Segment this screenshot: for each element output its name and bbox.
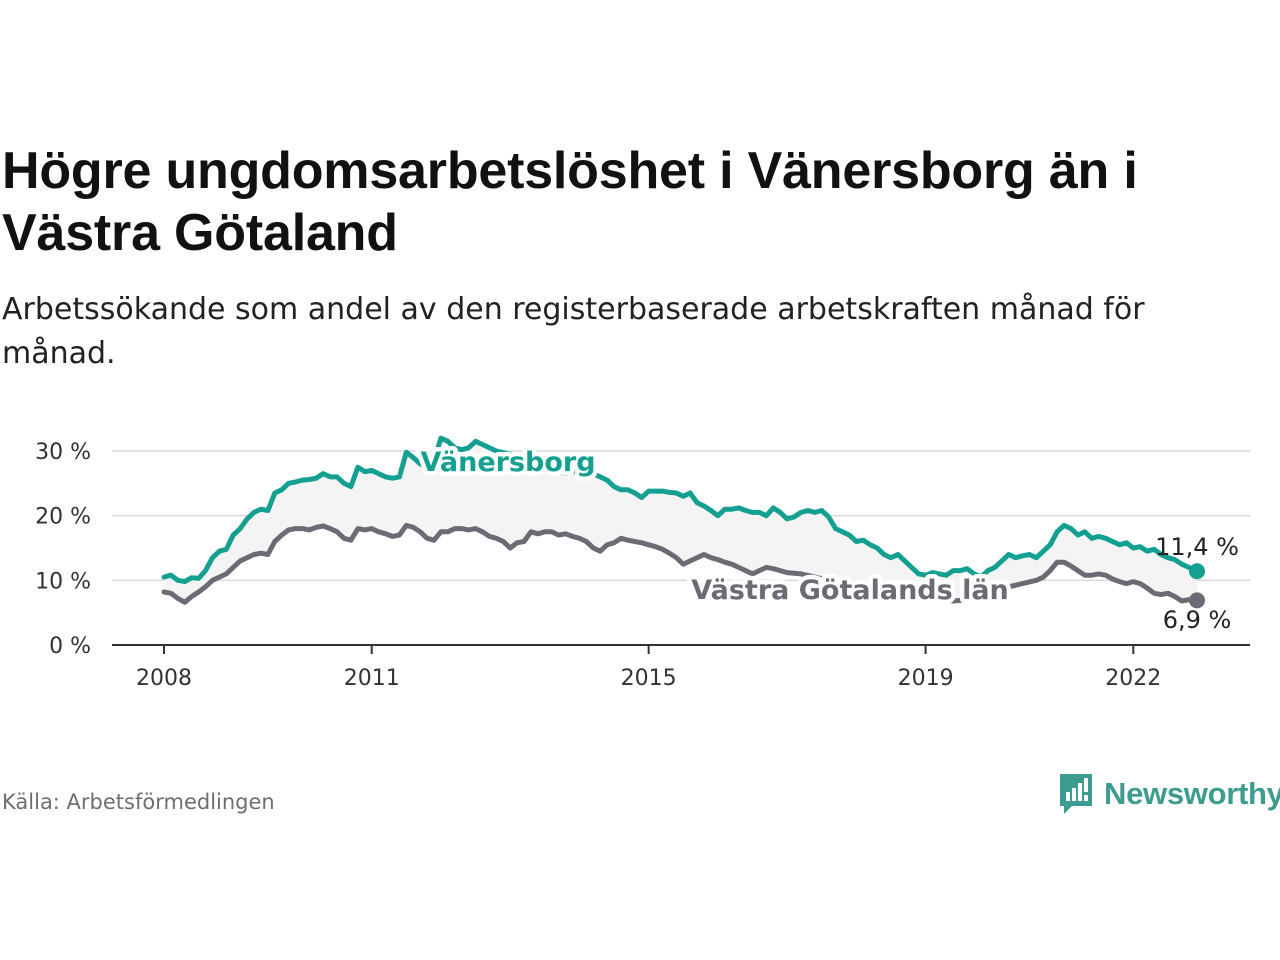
end-value-label-vastra-gotaland: 6,9 % — [1163, 606, 1232, 634]
x-tick-label: 2008 — [136, 666, 192, 691]
y-tick-label: 20 % — [35, 505, 91, 530]
x-tick-label: 2019 — [898, 666, 954, 691]
source-note: Källa: Arbetsförmedlingen — [2, 790, 275, 814]
brand-logo: Newsworthy — [1058, 772, 1280, 816]
series-line-vanersborg — [161, 435, 1200, 585]
difference-band — [164, 438, 1197, 603]
end-value-label-vanersborg: 11,4 % — [1155, 533, 1239, 561]
line-chart: 2008 2011 2015 2019 2022 0 % 10 % 20 % 30 % Vän… — [35, 435, 1250, 691]
series-end-point — [1189, 563, 1205, 580]
brand-name: Newsworthy — [1104, 776, 1280, 811]
chart-subtitle: Arbetssökande som andel av den registerb… — [2, 292, 1145, 371]
series-label-vastra-gotaland-halo: Västra Götalands län — [691, 575, 1009, 606]
y-tick-label: 10 % — [35, 569, 91, 594]
series-end-point — [1189, 592, 1205, 609]
y-tick-label: 0 % — [49, 634, 91, 659]
series-line-vastra-gotaland — [161, 522, 1200, 605]
newsworthy-logo-icon — [1060, 774, 1092, 814]
x-tick-label: 2011 — [344, 666, 400, 691]
series-label-vastra-gotaland: Västra Götalands län — [691, 575, 1009, 606]
x-tick-label: 2015 — [621, 666, 677, 691]
chart-title: Högre ungdomsarbetslöshet i Vänersborg ä… — [2, 142, 1138, 262]
x-tick-label: 2022 — [1105, 666, 1161, 691]
y-tick-label: 30 % — [35, 440, 91, 465]
series-label-vanersborg: Vänersborg — [420, 447, 595, 478]
series-label-vanersborg-halo: Vänersborg — [420, 447, 595, 478]
